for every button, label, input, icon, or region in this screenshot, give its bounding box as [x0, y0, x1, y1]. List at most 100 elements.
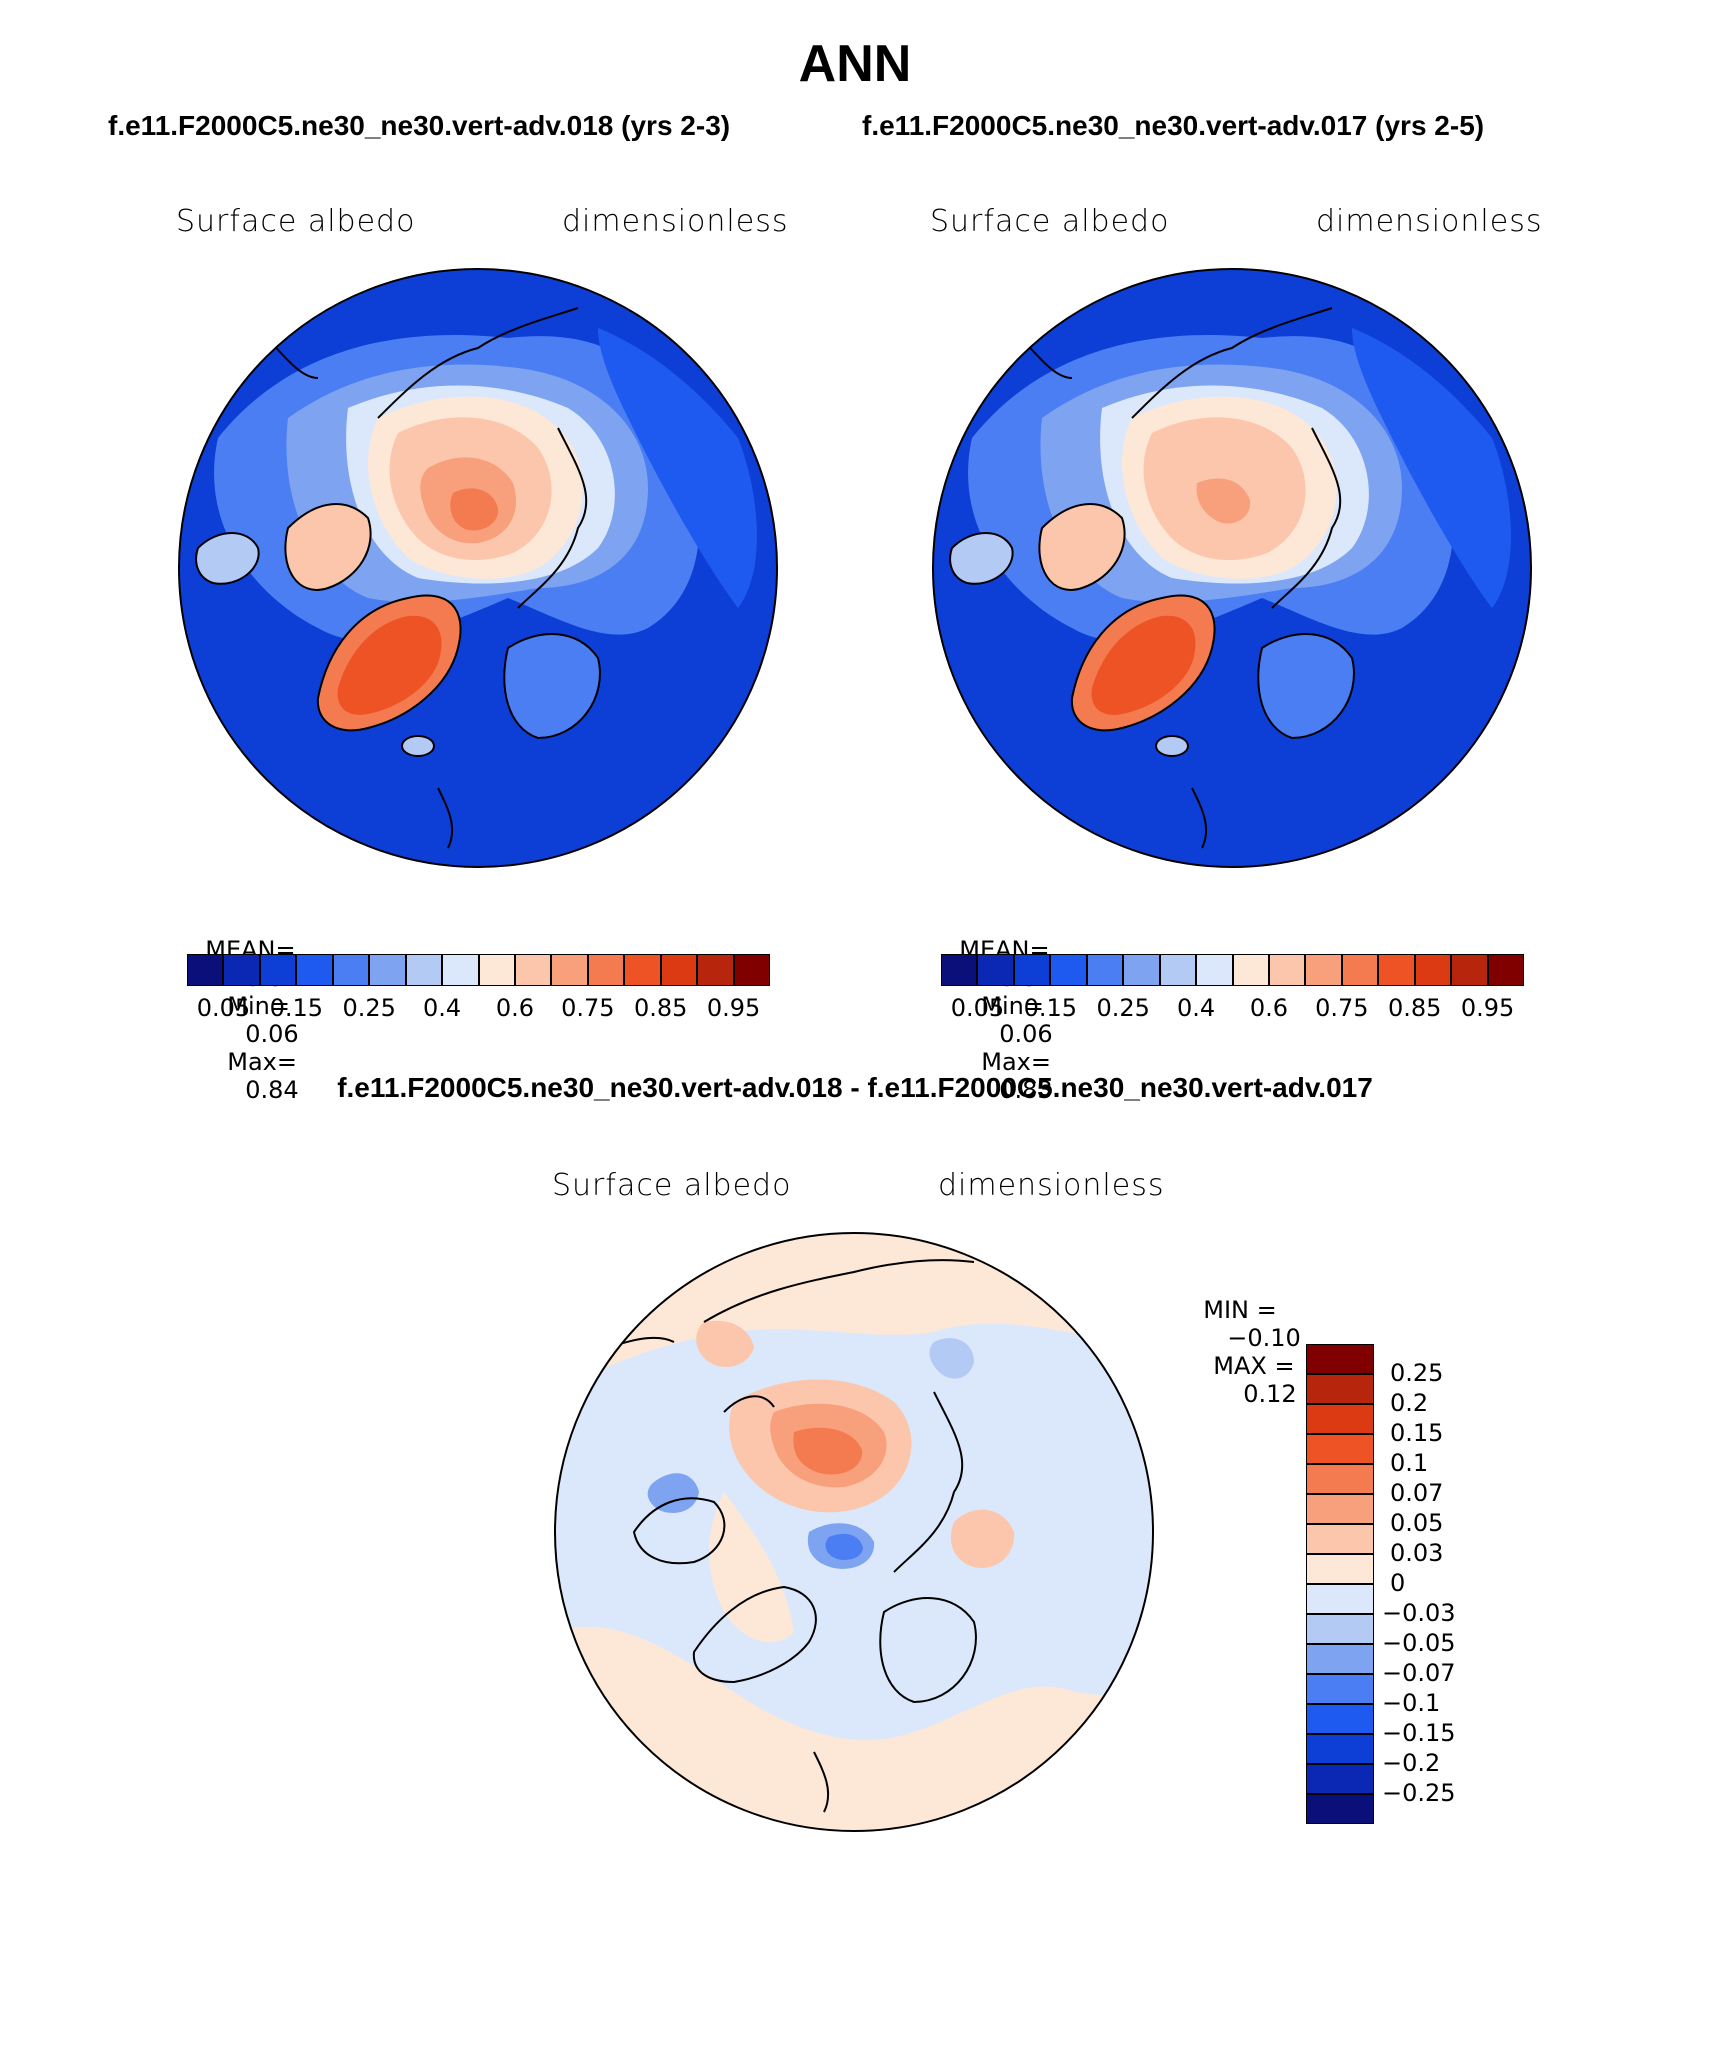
- colorbar-tick-label: 0.05: [1390, 1509, 1444, 1537]
- colorbar-tick-label: 0.03: [1390, 1539, 1444, 1567]
- colorbar-tick-label: 0.85: [1387, 994, 1442, 1022]
- colorbar-swatch: [1306, 1794, 1374, 1824]
- panel2-colorbar-ticks: 0.05 0.15 0.25 0.4 0.6 0.75 0.85 0.95: [941, 994, 1524, 1024]
- diff-stats: MIN = −0.10 MAX = 0.12: [1188, 1268, 1301, 1408]
- colorbar-swatch: [405, 954, 443, 986]
- colorbar-swatch: [1196, 954, 1233, 986]
- figure-title: ANN: [798, 35, 912, 93]
- colorbar-tick-label: 0.1: [1390, 1449, 1429, 1477]
- colorbar-tick-label: −0.2: [1382, 1749, 1441, 1777]
- colorbar-swatch: [551, 954, 588, 986]
- colorbar-tick-label: 0.75: [561, 994, 615, 1022]
- panel1-units-label: dimensionless: [562, 204, 789, 239]
- panel1-max-value: 0.84: [245, 1076, 299, 1104]
- colorbar-tick-label: 0.75: [1315, 994, 1369, 1022]
- colorbar-swatch: [442, 954, 479, 986]
- colorbar-tick-label: 0.85: [633, 994, 688, 1022]
- colorbar-swatch: [223, 954, 260, 986]
- colorbar-swatch: [1306, 1434, 1374, 1464]
- panel2-variable-label: Surface albedo: [930, 204, 1170, 239]
- panel2-max-value: 0.83: [999, 1076, 1053, 1104]
- colorbar-swatch: [259, 954, 297, 986]
- diff-max-value: 0.12: [1243, 1380, 1297, 1408]
- colorbar-swatch: [1232, 954, 1269, 986]
- panel2-colorbar: [941, 954, 1524, 986]
- colorbar-tick-label: 0.2: [1390, 1389, 1429, 1417]
- colorbar-swatch: [733, 954, 770, 986]
- colorbar-swatch: [697, 954, 734, 986]
- panel2-map: [932, 268, 1532, 868]
- colorbar-swatch: [1305, 954, 1342, 986]
- colorbar-swatch: [1306, 1554, 1374, 1584]
- panel2-max-label: Max=: [981, 1048, 1051, 1076]
- colorbar-swatch: [1306, 1584, 1374, 1614]
- colorbar-swatch: [369, 954, 406, 986]
- colorbar-swatch: [941, 954, 978, 986]
- colorbar-tick-label: −0.25: [1382, 1779, 1456, 1807]
- colorbar-swatch: [296, 954, 333, 986]
- colorbar-swatch: [1306, 1644, 1374, 1674]
- diff-colorbar-ticks: 0.25 0.2 0.15 0.1 0.07 0.05 0.03 0 −0.03 −0.05 −0.…: [1382, 1344, 1502, 1824]
- colorbar-tick-label: 0.4: [1176, 994, 1216, 1022]
- colorbar-tick-label: −0.1: [1382, 1689, 1441, 1717]
- panel2-units-label: dimensionless: [1316, 204, 1543, 239]
- colorbar-tick-label: 0.4: [422, 994, 462, 1022]
- panel1-variable-label: Surface albedo: [176, 204, 416, 239]
- panel1-min-value: 0.06: [245, 1020, 299, 1048]
- colorbar-swatch: [1306, 1764, 1374, 1794]
- colorbar-swatch: [1306, 1494, 1374, 1524]
- colorbar-tick-label: −0.15: [1382, 1719, 1456, 1747]
- colorbar-swatch: [977, 954, 1014, 986]
- diff-max-label: MAX =: [1213, 1352, 1295, 1380]
- colorbar-swatch: [332, 954, 370, 986]
- colorbar-swatch: [1341, 954, 1379, 986]
- colorbar-swatch: [187, 954, 224, 986]
- colorbar-tick-label: 0.25: [342, 994, 396, 1022]
- colorbar-tick-label: 0.95: [706, 994, 761, 1022]
- colorbar-swatch: [1306, 1524, 1374, 1554]
- colorbar-swatch: [660, 954, 698, 986]
- colorbar-swatch: [1159, 954, 1197, 986]
- diff-variable-label: Surface albedo: [552, 1168, 792, 1203]
- diff-min-label: MIN =: [1203, 1296, 1277, 1324]
- colorbar-tick-label: 0.05: [950, 994, 1005, 1022]
- colorbar-tick-label: 0.15: [1390, 1419, 1444, 1447]
- colorbar-tick-label: −0.03: [1382, 1599, 1456, 1627]
- colorbar-tick-label: −0.05: [1382, 1629, 1456, 1657]
- colorbar-tick-label: 0.6: [1249, 994, 1289, 1022]
- panel1-colorbar-ticks: 0.05 0.15 0.25 0.4 0.6 0.75 0.85 0.95: [187, 994, 770, 1024]
- panel1-colorbar: [187, 954, 770, 986]
- colorbar-swatch: [1306, 1704, 1374, 1734]
- colorbar-tick-label: 0.25: [1096, 994, 1150, 1022]
- colorbar-swatch: [1487, 954, 1524, 986]
- panel2-min-value: 0.06: [999, 1020, 1053, 1048]
- panel1-max-label: Max=: [227, 1048, 297, 1076]
- colorbar-swatch: [1378, 954, 1415, 986]
- diff-units-label: dimensionless: [938, 1168, 1165, 1203]
- colorbar-swatch: [1306, 1344, 1374, 1374]
- colorbar-swatch: [1123, 954, 1160, 986]
- colorbar-tick-label: 0.6: [495, 994, 535, 1022]
- colorbar-tick-label: 0: [1390, 1569, 1406, 1597]
- colorbar-tick-label: −0.07: [1382, 1659, 1456, 1687]
- colorbar-swatch: [1306, 1614, 1374, 1644]
- subtitle-left: f.e11.F2000C5.ne30_ne30.vert-adv.018 (yr…: [108, 110, 731, 141]
- colorbar-swatch: [478, 954, 515, 986]
- colorbar-swatch: [1306, 1374, 1374, 1404]
- colorbar-tick-label: 0.15: [269, 994, 324, 1022]
- diff-title: f.e11.F2000C5.ne30_ne30.vert-adv.018 - f…: [337, 1072, 1373, 1103]
- diff-min-value: −0.10: [1227, 1324, 1301, 1352]
- colorbar-swatch: [1013, 954, 1051, 986]
- colorbar-swatch: [1050, 954, 1087, 986]
- colorbar-swatch: [1306, 1674, 1374, 1704]
- colorbar-swatch: [1268, 954, 1306, 986]
- subtitle-right: f.e11.F2000C5.ne30_ne30.vert-adv.017 (yr…: [862, 110, 1485, 141]
- colorbar-swatch: [1086, 954, 1124, 986]
- colorbar-swatch: [1306, 1404, 1374, 1434]
- diff-map: [554, 1232, 1154, 1832]
- panel2-min-label: Min=: [981, 992, 1044, 1020]
- colorbar-tick-label: 0.15: [1023, 994, 1078, 1022]
- colorbar-tick-label: 0.95: [1460, 994, 1515, 1022]
- colorbar-swatch: [1306, 1734, 1374, 1764]
- diff-colorbar: [1306, 1344, 1374, 1824]
